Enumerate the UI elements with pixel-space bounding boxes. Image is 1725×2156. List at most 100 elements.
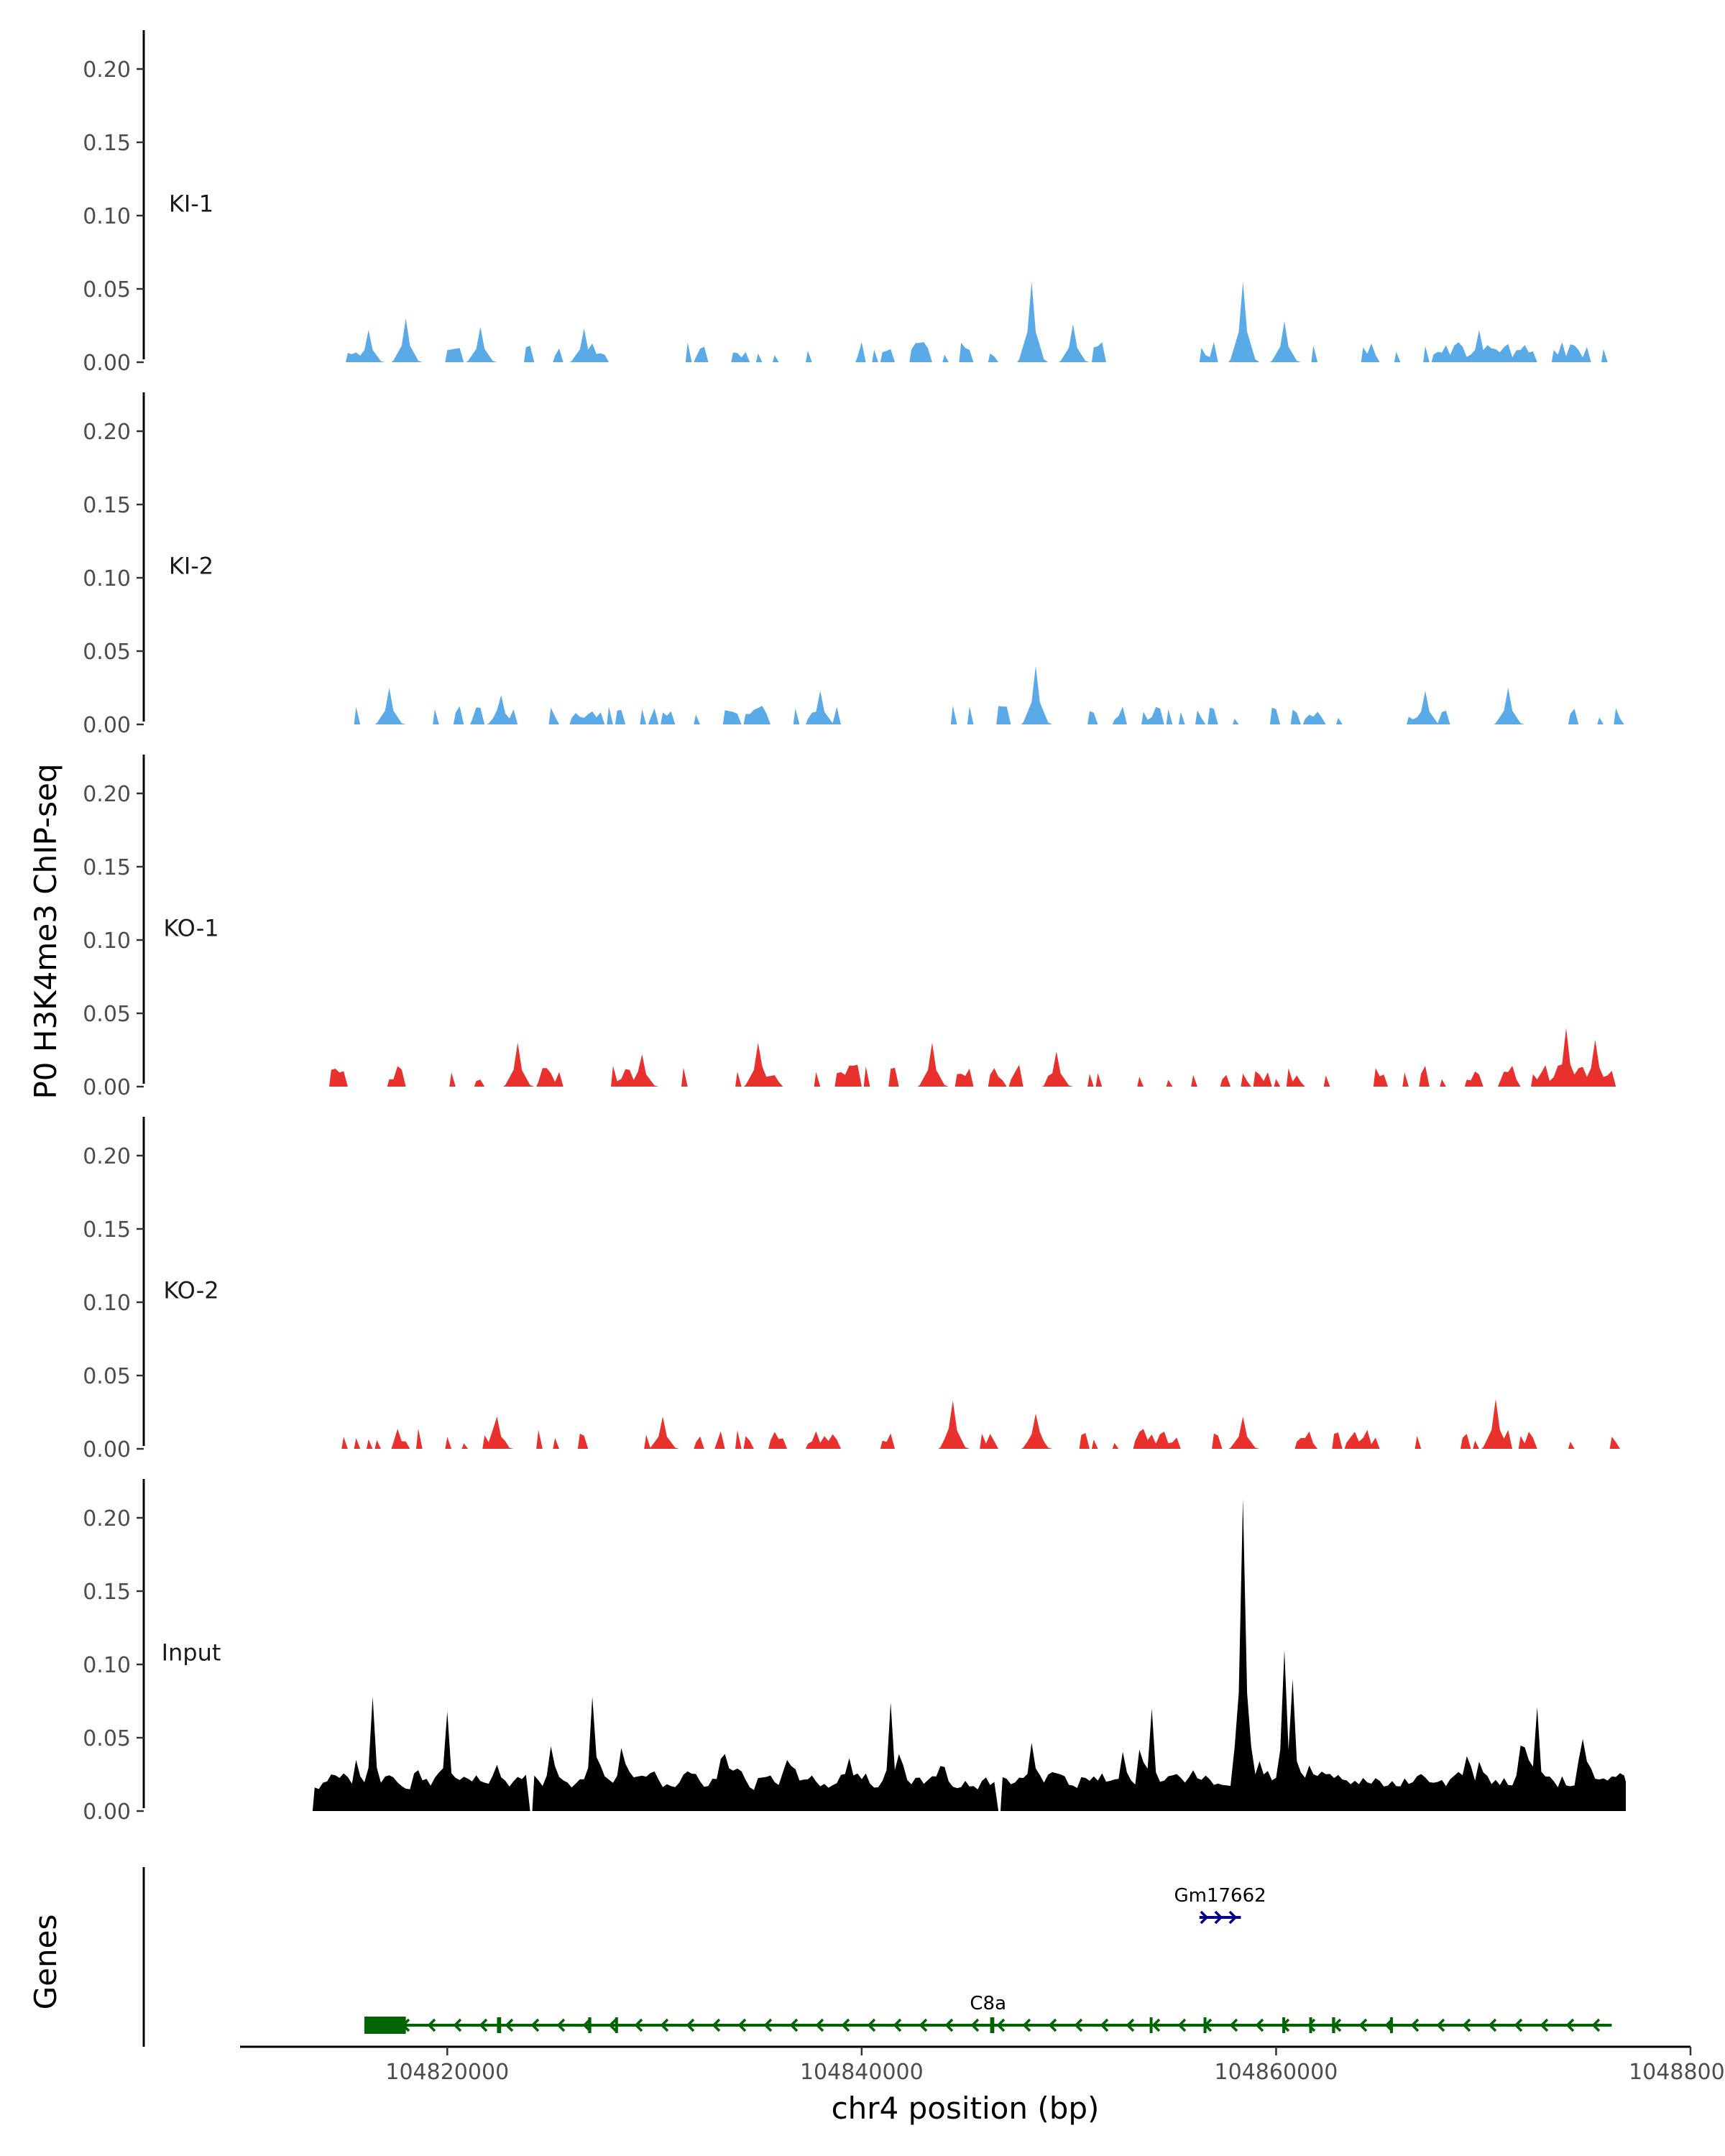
gene-gm17662: Gm17662 — [1174, 1885, 1266, 1925]
y-tick-label: 0.00 — [83, 713, 131, 738]
exon — [1203, 2017, 1207, 2033]
exon — [1309, 2017, 1312, 2033]
exon — [1282, 2017, 1286, 2033]
exon — [1332, 2017, 1335, 2033]
y-tick-label: 0.05 — [83, 1002, 131, 1027]
y-tick-label: 0.20 — [83, 782, 131, 807]
track-panel-input: 0.00 0.05 0.10 0.15 0.20 Input — [83, 1479, 1626, 1825]
exon — [364, 2017, 406, 2034]
strand-arrow — [1462, 2018, 1471, 2032]
strand-arrow — [1255, 2018, 1264, 2032]
exon — [1389, 2017, 1393, 2033]
strand-arrow — [1436, 2018, 1445, 2032]
gene-label: Gm17662 — [1174, 1885, 1266, 1907]
exon — [615, 2017, 618, 2033]
y-tick-label: 0.05 — [83, 1364, 131, 1389]
y-tick-label: 0.00 — [83, 351, 131, 376]
y-tick-label: 0.05 — [83, 277, 131, 303]
track-panel-ko-2: 0.00 0.05 0.10 0.15 0.20 KO-2 — [83, 1117, 1626, 1462]
gene-c8a: C8a — [364, 1993, 1612, 2034]
y-tick-label: 0.10 — [83, 929, 131, 954]
y-tick-label: 0.05 — [83, 1726, 131, 1751]
strand-arrow — [634, 2018, 643, 2032]
strand-arrow — [841, 2018, 850, 2032]
x-tick-label: 104820000 — [385, 2060, 509, 2085]
strand-arrow — [660, 2018, 669, 2032]
y-tick-label: 0.10 — [83, 1291, 131, 1316]
exon — [990, 2017, 995, 2033]
signal-area-ki-2 — [354, 665, 1627, 724]
strand-arrow — [1488, 2018, 1497, 2032]
track-panel-ko-1: 0.00 0.05 0.10 0.15 0.20 KO-1 — [83, 755, 1626, 1100]
strand-arrow — [1228, 1910, 1238, 1925]
strand-arrow — [427, 2018, 436, 2032]
signal-area-input — [312, 1498, 1626, 1811]
y-tick-label: 0.15 — [83, 855, 131, 880]
strand-arrow — [970, 2018, 980, 2032]
strand-arrow — [1100, 2018, 1109, 2032]
strand-arrow — [1177, 2018, 1187, 2032]
strand-arrow — [479, 2018, 488, 2032]
y-tick-label: 0.20 — [83, 1144, 131, 1169]
strand-arrow — [1358, 2018, 1368, 2032]
strand-arrow — [919, 2018, 928, 2032]
strand-arrow — [686, 2018, 695, 2032]
signal-area-ki-1 — [346, 281, 1626, 362]
strand-arrow — [1214, 1910, 1223, 1925]
strand-arrow — [763, 2018, 773, 2032]
gene-annotation-panel: Gm17662 C8a 104820000 104840000 104860000 104… — [142, 1867, 1725, 2085]
y-tick-label: 0.15 — [83, 1217, 131, 1243]
track-label: KI-2 — [169, 553, 213, 580]
strand-arrow — [1022, 2018, 1031, 2032]
y-tick-label: 0.20 — [83, 1506, 131, 1531]
gene-label: C8a — [970, 1993, 1006, 2014]
y-tick-label: 0.05 — [83, 640, 131, 665]
signal-panels: 0.00 0.05 0.10 0.15 0.20 KI-1 0.00 0.05 0.10 0.15… — [83, 30, 1627, 1825]
strand-arrow — [893, 2018, 902, 2032]
y-tick-label: 0.10 — [83, 204, 131, 229]
strand-arrow — [1591, 2018, 1601, 2032]
strand-arrow — [1048, 2018, 1057, 2032]
genes-axis-title: Genes — [28, 1915, 63, 2010]
strand-arrow — [1565, 2018, 1575, 2032]
track-panel-ki-1: 0.00 0.05 0.10 0.15 0.20 KI-1 — [83, 30, 1626, 376]
strand-arrow — [453, 2018, 462, 2032]
y-tick-label: 0.15 — [83, 1580, 131, 1605]
strand-arrow — [996, 2018, 1006, 2032]
strand-arrow — [1307, 2018, 1316, 2032]
signal-area-ko-2 — [341, 1399, 1626, 1449]
y-tick-label: 0.15 — [83, 131, 131, 156]
strand-arrow — [815, 2018, 824, 2032]
track-label: KO-1 — [163, 915, 218, 942]
y-tick-label: 0.20 — [83, 420, 131, 445]
strand-arrow — [1074, 2018, 1083, 2032]
track-label: Input — [162, 1639, 221, 1667]
track-label: KI-1 — [169, 190, 213, 218]
strand-arrow — [1540, 2018, 1549, 2032]
x-axis-title: chr4 position (bp) — [832, 2091, 1100, 2126]
strand-arrow — [712, 2018, 721, 2032]
x-tick-label: 104860000 — [1215, 2060, 1338, 2085]
x-tick-label: 104880000 — [1629, 2060, 1725, 2085]
y-tick-label: 0.20 — [83, 57, 131, 83]
exon — [497, 2017, 502, 2033]
strand-arrow — [530, 2018, 540, 2032]
strand-arrow — [1514, 2018, 1523, 2032]
exon — [588, 2017, 592, 2033]
strand-arrow — [1126, 2018, 1135, 2032]
y-axis-title: P0 H3K4me3 ChIP-seq — [28, 763, 63, 1099]
track-panel-ki-2: 0.00 0.05 0.10 0.15 0.20 KI-2 — [83, 392, 1627, 738]
strand-arrow — [1229, 2018, 1238, 2032]
strand-arrow — [1151, 2018, 1161, 2032]
track-label: KO-2 — [163, 1277, 218, 1304]
strand-arrow — [867, 2018, 876, 2032]
y-tick-label: 0.10 — [83, 1653, 131, 1678]
y-tick-label: 0.00 — [83, 1075, 131, 1100]
strand-arrow — [1410, 2018, 1420, 2032]
strand-arrow — [789, 2018, 799, 2032]
signal-area-ko-1 — [329, 1028, 1626, 1087]
y-tick-label: 0.10 — [83, 566, 131, 591]
strand-arrow — [944, 2018, 954, 2032]
strand-arrow — [737, 2018, 747, 2032]
